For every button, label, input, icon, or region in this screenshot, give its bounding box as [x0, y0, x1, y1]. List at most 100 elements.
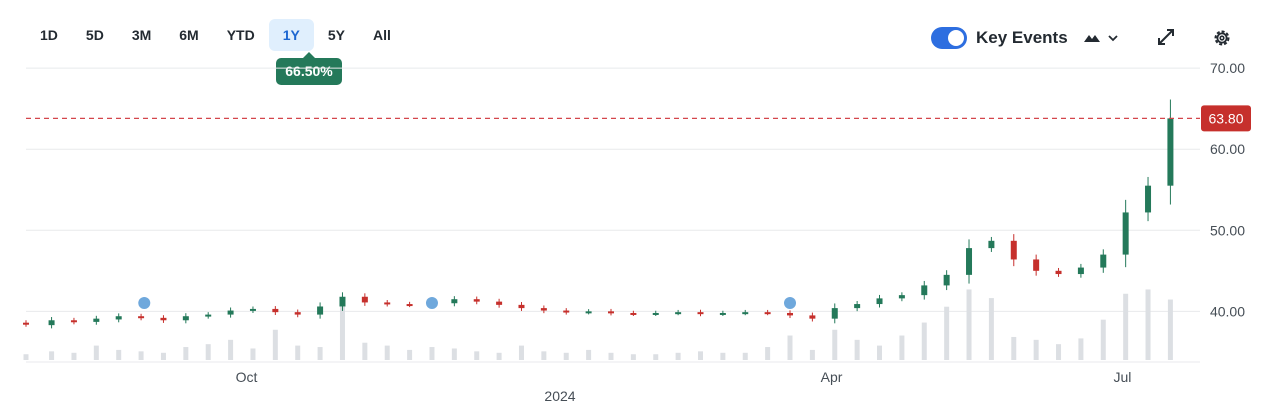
- y-tick-label: 40.00: [1210, 303, 1245, 319]
- volume-bar: [809, 349, 815, 360]
- volume-bar: [1011, 336, 1017, 360]
- candle[interactable]: [876, 298, 883, 305]
- candle[interactable]: [48, 320, 55, 326]
- volume-bar: [1167, 299, 1173, 360]
- candle[interactable]: [898, 295, 905, 299]
- volume-bar: [116, 349, 122, 360]
- period-change-badge: 66.50%: [276, 52, 342, 85]
- volume-bar: [742, 352, 748, 360]
- current-price-tag: [1201, 105, 1251, 132]
- volume-bar: [608, 352, 614, 360]
- volume-bar: [653, 354, 659, 360]
- candle[interactable]: [1055, 270, 1062, 275]
- key-events-toggle[interactable]: [931, 27, 967, 49]
- volume-bar: [854, 339, 860, 360]
- candle[interactable]: [473, 299, 480, 302]
- candle[interactable]: [406, 304, 413, 307]
- candle[interactable]: [1077, 267, 1084, 275]
- volume-bar: [966, 289, 972, 360]
- candle[interactable]: [652, 312, 659, 315]
- range-tab-1y[interactable]: 1Y: [268, 19, 314, 51]
- volume-bar: [362, 342, 368, 360]
- key-event-marker[interactable]: [425, 297, 438, 309]
- volume-bar: [518, 345, 524, 360]
- x-tick-label: Oct: [236, 369, 258, 385]
- candle[interactable]: [1122, 212, 1129, 255]
- candle[interactable]: [966, 248, 973, 275]
- candle[interactable]: [607, 311, 614, 314]
- candle[interactable]: [719, 312, 726, 315]
- candle[interactable]: [227, 310, 234, 315]
- candle[interactable]: [988, 240, 995, 249]
- candle[interactable]: [630, 312, 637, 315]
- volume-bar: [787, 335, 793, 360]
- expand-icon[interactable]: [1156, 27, 1176, 47]
- candle[interactable]: [1010, 240, 1017, 260]
- candle[interactable]: [23, 322, 29, 325]
- volume-bar: [71, 352, 77, 360]
- candle[interactable]: [1167, 118, 1174, 186]
- candle[interactable]: [115, 316, 122, 320]
- volume-bar: [765, 347, 771, 360]
- candle[interactable]: [831, 308, 838, 319]
- mountain-chart-icon: [1084, 35, 1118, 42]
- range-tab-3m[interactable]: 3M: [131, 27, 152, 43]
- candle[interactable]: [563, 310, 570, 313]
- volume-bar: [921, 322, 927, 360]
- candle[interactable]: [317, 306, 324, 315]
- candle[interactable]: [697, 312, 704, 315]
- candle[interactable]: [854, 304, 861, 309]
- candle[interactable]: [70, 320, 77, 323]
- volume-bar: [988, 298, 994, 360]
- volume-bar: [563, 352, 569, 360]
- range-tab-6m[interactable]: 6M: [179, 27, 199, 43]
- candle[interactable]: [496, 301, 503, 305]
- candle[interactable]: [294, 312, 301, 315]
- candle[interactable]: [585, 311, 592, 314]
- range-tab-5y[interactable]: 5Y: [327, 27, 345, 43]
- volume-bar: [899, 335, 905, 360]
- range-tab-ytd[interactable]: YTD: [226, 27, 255, 43]
- candle[interactable]: [809, 315, 816, 319]
- candle[interactable]: [272, 308, 279, 313]
- candle[interactable]: [384, 302, 391, 305]
- range-tab-all[interactable]: All: [372, 27, 391, 43]
- candle[interactable]: [787, 312, 794, 316]
- candle[interactable]: [518, 304, 525, 309]
- candle[interactable]: [540, 308, 547, 311]
- candle[interactable]: [1145, 185, 1152, 213]
- key-event-marker[interactable]: [138, 297, 151, 309]
- candle[interactable]: [1033, 259, 1040, 271]
- volume-bar: [407, 349, 413, 360]
- candle[interactable]: [205, 314, 212, 317]
- candle[interactable]: [675, 312, 682, 315]
- key-events-label: Key Events: [976, 28, 1068, 47]
- candle[interactable]: [764, 312, 771, 315]
- candle[interactable]: [339, 296, 346, 307]
- candle[interactable]: [361, 296, 368, 303]
- candle[interactable]: [742, 312, 749, 315]
- range-tab-5d[interactable]: 5D: [85, 27, 104, 43]
- volume-bar: [23, 354, 29, 360]
- key-event-marker[interactable]: [784, 297, 797, 309]
- volume-bar: [138, 351, 144, 360]
- candle[interactable]: [921, 285, 928, 296]
- range-tab-1d[interactable]: 1D: [40, 27, 58, 43]
- volume-bar: [474, 351, 480, 360]
- volume-bar: [697, 351, 703, 360]
- candle[interactable]: [93, 318, 100, 322]
- candle[interactable]: [1100, 254, 1107, 268]
- candle[interactable]: [249, 308, 256, 311]
- volume-bar: [93, 345, 99, 360]
- chart-type-selector[interactable]: [1083, 28, 1123, 48]
- gear-icon[interactable]: [1211, 27, 1233, 49]
- candle[interactable]: [160, 317, 167, 321]
- volume-bar: [49, 351, 55, 360]
- candle[interactable]: [451, 299, 458, 304]
- toggle-knob: [948, 30, 964, 46]
- volume-bar: [944, 306, 950, 360]
- candle[interactable]: [138, 316, 145, 319]
- candle[interactable]: [943, 274, 950, 286]
- candle[interactable]: [182, 316, 189, 321]
